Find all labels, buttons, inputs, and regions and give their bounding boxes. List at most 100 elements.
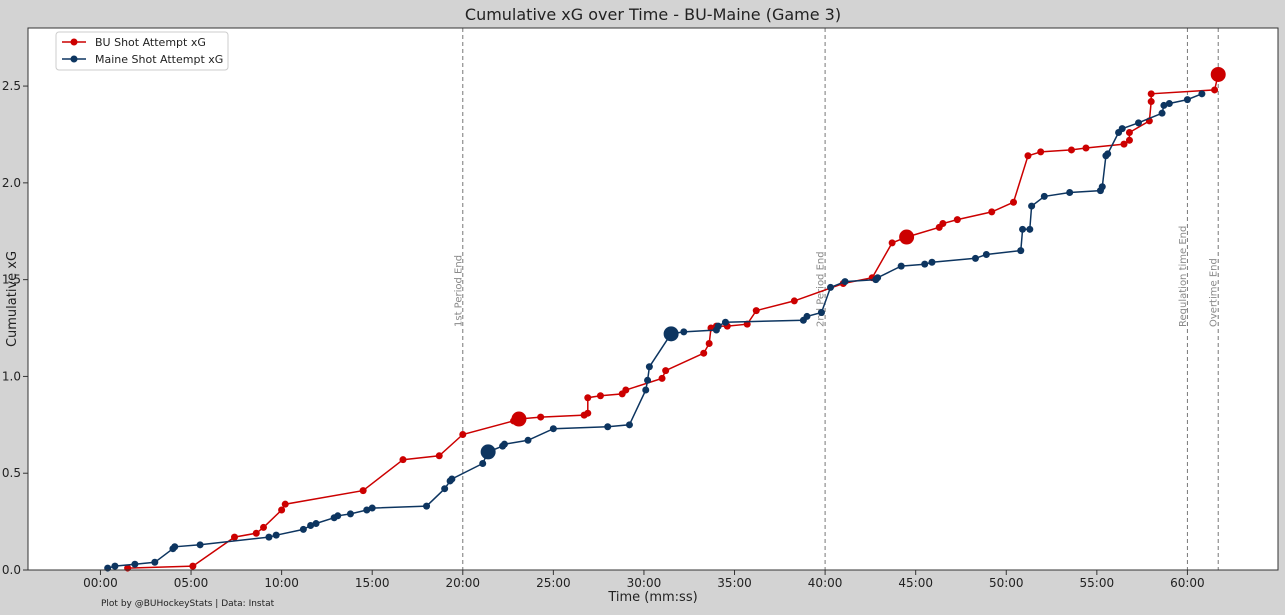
y-tick-label: 2.5 — [2, 79, 21, 93]
shot-point — [714, 322, 722, 330]
shot-point — [104, 564, 112, 572]
shot-point — [299, 525, 307, 533]
plot-area — [28, 28, 1278, 570]
shot-point — [1160, 101, 1168, 109]
x-tick-label: 55:00 — [1080, 576, 1115, 590]
shot-point — [897, 262, 905, 270]
y-tick-label: 0.0 — [2, 563, 21, 577]
x-tick-label: 35:00 — [717, 576, 752, 590]
x-tick-label: 40:00 — [808, 576, 843, 590]
shot-point — [189, 562, 197, 570]
y-tick-label: 1.0 — [2, 369, 21, 383]
shot-point — [1125, 129, 1133, 137]
shot-point — [479, 460, 487, 468]
shot-point — [131, 560, 139, 568]
shot-point — [680, 328, 688, 336]
shot-point — [642, 386, 650, 394]
period-label: 2nd Period End — [816, 251, 827, 327]
x-tick-label: 05:00 — [174, 576, 209, 590]
shot-point — [1118, 125, 1126, 133]
y-tick-label: 2.0 — [2, 176, 21, 190]
shot-point — [752, 307, 760, 315]
shot-point — [1037, 148, 1045, 156]
shot-point — [988, 208, 996, 216]
shot-point — [435, 452, 443, 460]
shot-point — [537, 413, 545, 421]
shot-point — [272, 531, 280, 539]
shot-point — [939, 220, 947, 228]
goal-point — [1210, 66, 1226, 82]
shot-point — [1067, 146, 1075, 154]
shot-point — [841, 278, 849, 286]
shot-point — [625, 421, 633, 429]
shot-point — [1017, 247, 1025, 255]
shot-point — [252, 529, 260, 537]
shot-point — [705, 340, 713, 348]
shot-point — [278, 506, 286, 514]
shot-point — [888, 239, 896, 247]
x-tick-label: 50:00 — [989, 576, 1024, 590]
x-tick-label: 15:00 — [355, 576, 390, 590]
shot-point — [596, 392, 604, 400]
period-label: Regulation time End — [1178, 226, 1189, 327]
shot-point — [265, 533, 273, 541]
y-tick-label: 0.5 — [2, 466, 21, 480]
legend-marker — [70, 38, 78, 46]
x-tick-label: 00:00 — [83, 576, 118, 590]
shot-point — [1120, 140, 1128, 148]
shot-point — [346, 510, 354, 518]
shot-point — [1198, 90, 1206, 98]
shot-point — [1147, 90, 1155, 98]
shot-point — [524, 436, 532, 444]
shot-point — [928, 258, 936, 266]
x-tick-label: 45:00 — [898, 576, 933, 590]
legend-marker — [70, 55, 78, 63]
shot-point — [359, 487, 367, 495]
x-tick-label: 60:00 — [1170, 576, 1205, 590]
shot-point — [260, 523, 268, 531]
period-label: 1st Period End — [453, 255, 464, 327]
shot-point — [171, 543, 179, 551]
legend-entry: Maine Shot Attempt xG — [95, 53, 223, 66]
plot-frame — [27, 27, 1279, 571]
shot-point — [334, 512, 342, 520]
y-tick-label: 1.5 — [2, 273, 21, 287]
goal-point — [480, 444, 496, 460]
x-tick-label: 20:00 — [445, 576, 480, 590]
shot-point — [1010, 198, 1018, 206]
shot-point — [1125, 136, 1133, 144]
shot-point — [307, 521, 315, 529]
period-lines: 1st Period End 2nd Period End Regulation t… — [453, 28, 1220, 570]
shot-point — [1028, 202, 1036, 210]
chart-title: Cumulative xG over Time - BU-Maine (Game… — [465, 5, 841, 24]
shot-point — [423, 502, 431, 510]
shot-point — [459, 431, 467, 438]
shot-point — [363, 506, 371, 514]
shot-point — [1165, 99, 1173, 107]
shot-point — [281, 500, 289, 508]
shot-point — [549, 425, 557, 433]
shot-point — [644, 376, 652, 384]
shot-point — [971, 254, 979, 262]
credit-note: Plot by @BUHockeyStats | Data: Instat — [101, 599, 275, 609]
shot-point — [1135, 119, 1143, 127]
goal-point — [663, 326, 679, 342]
x-axis-ticks: 00:00 05:00 10:00 15:00 20:00 25:00 30:00 35:00… — [83, 570, 1205, 590]
shot-point — [151, 558, 159, 566]
shot-point — [1082, 144, 1090, 152]
x-axis-label: Time (mm:ss) — [607, 590, 697, 605]
shot-point — [1024, 152, 1032, 160]
shot-point — [1040, 192, 1048, 200]
shot-point — [817, 309, 825, 317]
shot-point — [982, 250, 990, 258]
shot-point — [1066, 189, 1074, 197]
shot-point — [803, 312, 811, 320]
legend-box — [55, 31, 229, 71]
legend: BU Shot Attempt xG Maine Shot Attempt xG — [55, 31, 229, 71]
x-tick-label: 25:00 — [536, 576, 571, 590]
y-axis-label: Cumulative xG — [5, 251, 20, 347]
shot-point — [584, 409, 592, 417]
shot-point — [1183, 96, 1191, 104]
legend-entry: BU Shot Attempt xG — [95, 36, 206, 49]
